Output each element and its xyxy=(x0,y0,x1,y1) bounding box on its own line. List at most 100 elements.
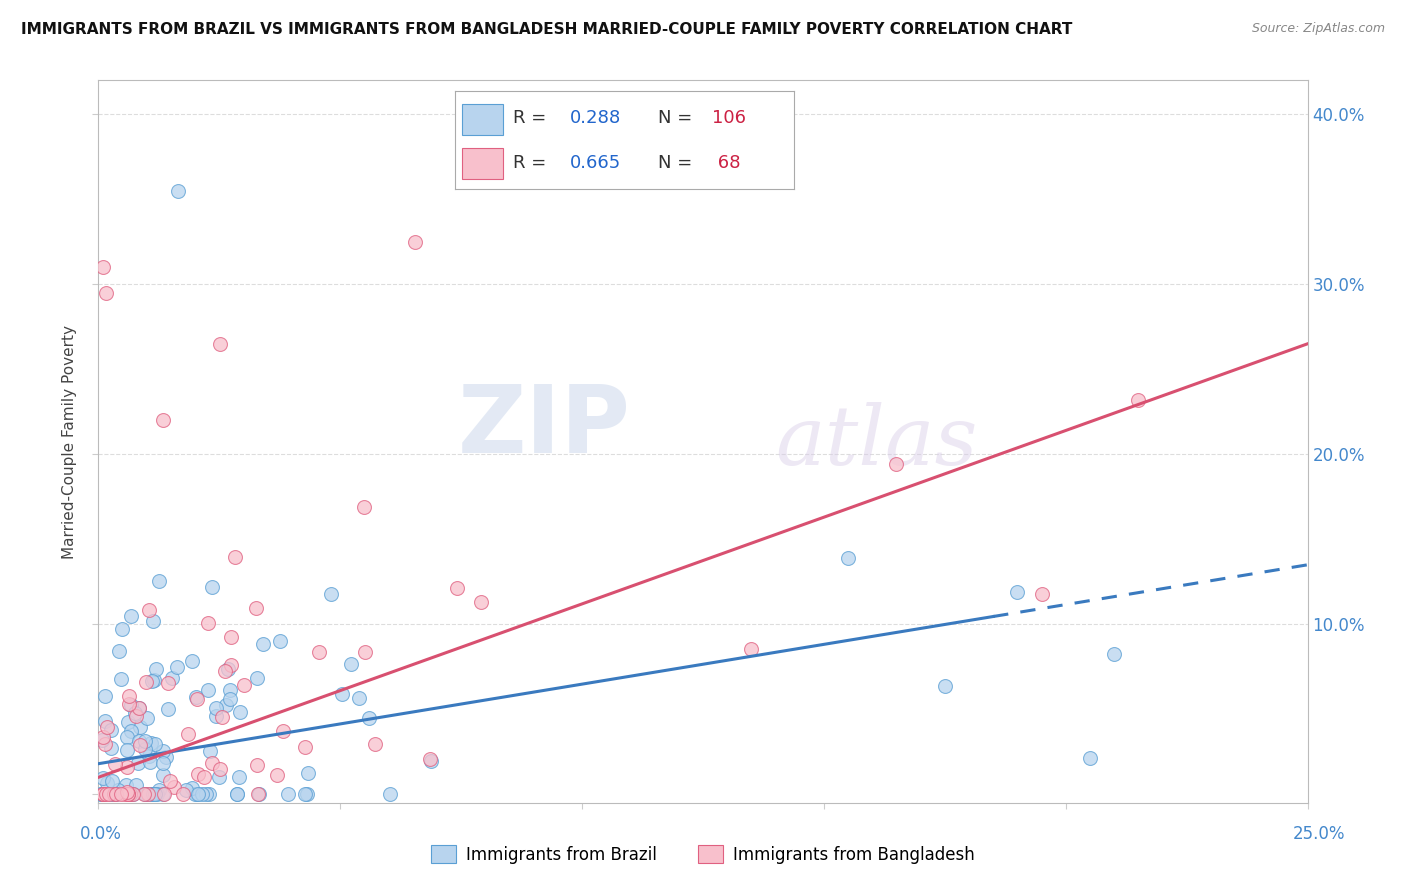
Point xyxy=(247,787,270,801)
Text: Source: ZipAtlas.com: Source: ZipAtlas.com xyxy=(1251,22,1385,36)
Point xyxy=(186,787,208,801)
Point xyxy=(91,787,114,801)
Point xyxy=(353,500,375,515)
Point xyxy=(226,787,249,801)
Point xyxy=(120,698,142,712)
Point xyxy=(174,783,197,797)
Point xyxy=(100,740,122,755)
Point xyxy=(837,550,859,565)
Point xyxy=(246,758,269,772)
Point xyxy=(1007,584,1029,599)
Point xyxy=(91,733,114,747)
Point xyxy=(128,701,150,715)
Point xyxy=(91,730,114,744)
Point xyxy=(214,664,236,678)
Point xyxy=(172,787,194,801)
Point xyxy=(129,738,152,752)
Point xyxy=(120,723,142,738)
Point xyxy=(277,787,299,801)
Point xyxy=(148,574,170,588)
Point xyxy=(91,787,114,801)
Point xyxy=(141,674,163,689)
Point xyxy=(100,723,122,738)
Point xyxy=(104,757,127,772)
Point xyxy=(111,622,134,636)
Point xyxy=(273,723,295,738)
Point xyxy=(197,682,219,697)
Point xyxy=(152,787,174,801)
Point xyxy=(159,773,181,788)
Point xyxy=(200,744,222,758)
Point xyxy=(91,771,114,785)
Point xyxy=(127,756,149,770)
Point xyxy=(167,184,190,198)
Point xyxy=(139,787,162,801)
Point xyxy=(246,671,269,685)
Point xyxy=(218,692,240,706)
Point xyxy=(163,780,186,794)
Point xyxy=(217,662,239,676)
Point xyxy=(1078,750,1101,764)
Point xyxy=(100,787,122,801)
Point xyxy=(122,787,145,801)
Point xyxy=(215,698,238,713)
Point xyxy=(121,787,143,801)
Point xyxy=(134,734,156,748)
Point xyxy=(139,736,162,750)
Point xyxy=(91,260,114,275)
Point xyxy=(1102,647,1125,661)
Point xyxy=(297,787,319,801)
Point xyxy=(187,767,209,781)
Point xyxy=(359,711,381,725)
Point xyxy=(470,594,492,608)
Point xyxy=(118,689,141,703)
Point xyxy=(145,662,167,676)
Point xyxy=(115,743,138,757)
Point xyxy=(117,785,139,799)
Point xyxy=(117,787,139,801)
Text: ZIP: ZIP xyxy=(457,381,630,473)
Point xyxy=(187,787,209,801)
Point xyxy=(93,787,115,801)
Point xyxy=(138,603,160,617)
Point xyxy=(129,720,152,734)
Point xyxy=(103,787,125,801)
Point xyxy=(245,600,267,615)
Point xyxy=(117,698,139,712)
Point xyxy=(193,770,215,784)
Point xyxy=(104,787,127,801)
Point xyxy=(101,774,124,789)
Point xyxy=(141,787,163,801)
Point xyxy=(96,719,118,733)
Point xyxy=(156,702,179,716)
Point xyxy=(180,781,202,796)
Point xyxy=(107,783,129,797)
Point xyxy=(226,787,249,801)
Point xyxy=(419,752,441,766)
Point xyxy=(134,742,156,756)
Point xyxy=(135,711,157,725)
Point xyxy=(380,787,402,801)
Point xyxy=(201,580,224,594)
Point xyxy=(152,744,174,758)
Point xyxy=(166,660,188,674)
Point xyxy=(136,787,159,801)
Point xyxy=(94,738,117,752)
Point xyxy=(186,692,208,706)
Text: 25.0%: 25.0% xyxy=(1292,825,1346,843)
Point xyxy=(152,413,174,427)
Point xyxy=(128,701,150,715)
Point xyxy=(183,787,205,801)
Point xyxy=(125,778,148,792)
Point xyxy=(143,738,166,752)
Point xyxy=(308,645,330,659)
Point xyxy=(152,756,174,771)
Point xyxy=(419,754,441,768)
Point xyxy=(252,637,274,651)
Point xyxy=(198,787,221,801)
Point xyxy=(740,642,762,657)
Point xyxy=(219,657,242,672)
Point xyxy=(233,678,256,692)
Point xyxy=(135,787,157,801)
Point xyxy=(94,285,117,300)
